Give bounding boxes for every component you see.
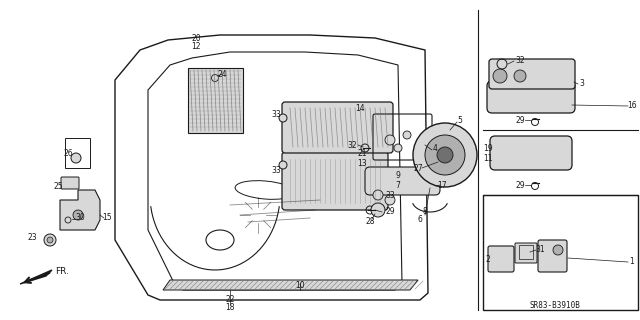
Circle shape [413, 123, 477, 187]
FancyBboxPatch shape [515, 243, 537, 263]
Circle shape [385, 195, 395, 205]
Text: 4: 4 [433, 143, 437, 153]
Text: 20: 20 [191, 34, 201, 43]
Text: 8: 8 [422, 207, 428, 217]
Text: 28: 28 [365, 218, 375, 227]
Text: 27: 27 [413, 164, 423, 172]
Circle shape [514, 70, 526, 82]
Text: SR83-B3910B: SR83-B3910B [529, 300, 580, 309]
Text: 7: 7 [396, 180, 401, 189]
Circle shape [279, 114, 287, 122]
Text: 16: 16 [627, 100, 637, 109]
Bar [65, 138, 90, 168]
Text: 26: 26 [63, 148, 73, 157]
Text: 10: 10 [295, 281, 305, 290]
Text: 29: 29 [385, 207, 395, 217]
Text: 17: 17 [437, 180, 447, 189]
Text: 29: 29 [515, 180, 525, 189]
Text: 22: 22 [225, 295, 235, 305]
FancyBboxPatch shape [487, 81, 575, 113]
Text: 25: 25 [53, 181, 63, 190]
Polygon shape [163, 280, 418, 290]
Text: 9: 9 [396, 171, 401, 180]
Text: 21: 21 [357, 148, 367, 157]
FancyBboxPatch shape [489, 59, 575, 89]
Circle shape [73, 210, 83, 220]
Circle shape [394, 144, 402, 152]
Text: FR.: FR. [55, 268, 69, 276]
Text: 12: 12 [191, 42, 201, 51]
Circle shape [65, 217, 71, 223]
Circle shape [493, 69, 507, 83]
Circle shape [373, 190, 383, 200]
Text: 29: 29 [515, 116, 525, 124]
Text: 31: 31 [535, 244, 545, 253]
Bar [519, 245, 533, 259]
Circle shape [44, 234, 56, 246]
Bar [483, 195, 638, 310]
Text: 6: 6 [417, 215, 422, 225]
Text: 5: 5 [458, 116, 463, 124]
Text: 33: 33 [271, 109, 281, 118]
Text: 3: 3 [580, 78, 584, 87]
Circle shape [371, 203, 385, 217]
Text: 24: 24 [217, 69, 227, 78]
FancyBboxPatch shape [282, 102, 393, 153]
Circle shape [385, 135, 395, 145]
FancyBboxPatch shape [282, 152, 388, 210]
Circle shape [211, 75, 218, 82]
Text: 18: 18 [225, 303, 235, 313]
Text: 15: 15 [102, 213, 112, 222]
Bar [188, 68, 243, 133]
FancyBboxPatch shape [490, 136, 572, 170]
Text: 13: 13 [357, 158, 367, 167]
Text: 33: 33 [385, 190, 395, 199]
Circle shape [403, 131, 411, 139]
Polygon shape [60, 190, 100, 230]
Text: 32: 32 [347, 140, 357, 149]
Text: 33: 33 [271, 165, 281, 174]
Circle shape [425, 135, 465, 175]
FancyBboxPatch shape [538, 240, 567, 272]
Text: 11: 11 [483, 154, 493, 163]
Circle shape [47, 237, 53, 243]
Text: 1: 1 [630, 257, 634, 266]
Text: 32: 32 [515, 55, 525, 65]
Circle shape [71, 153, 81, 163]
Circle shape [437, 147, 453, 163]
Text: 14: 14 [355, 103, 365, 113]
FancyBboxPatch shape [365, 167, 440, 195]
Text: 2: 2 [486, 255, 490, 265]
Text: 19: 19 [483, 143, 493, 153]
Text: 23: 23 [27, 234, 37, 243]
FancyBboxPatch shape [61, 177, 79, 189]
Text: 30: 30 [75, 213, 85, 222]
Polygon shape [20, 270, 52, 284]
FancyBboxPatch shape [488, 246, 514, 272]
Circle shape [553, 245, 563, 255]
Circle shape [279, 161, 287, 169]
